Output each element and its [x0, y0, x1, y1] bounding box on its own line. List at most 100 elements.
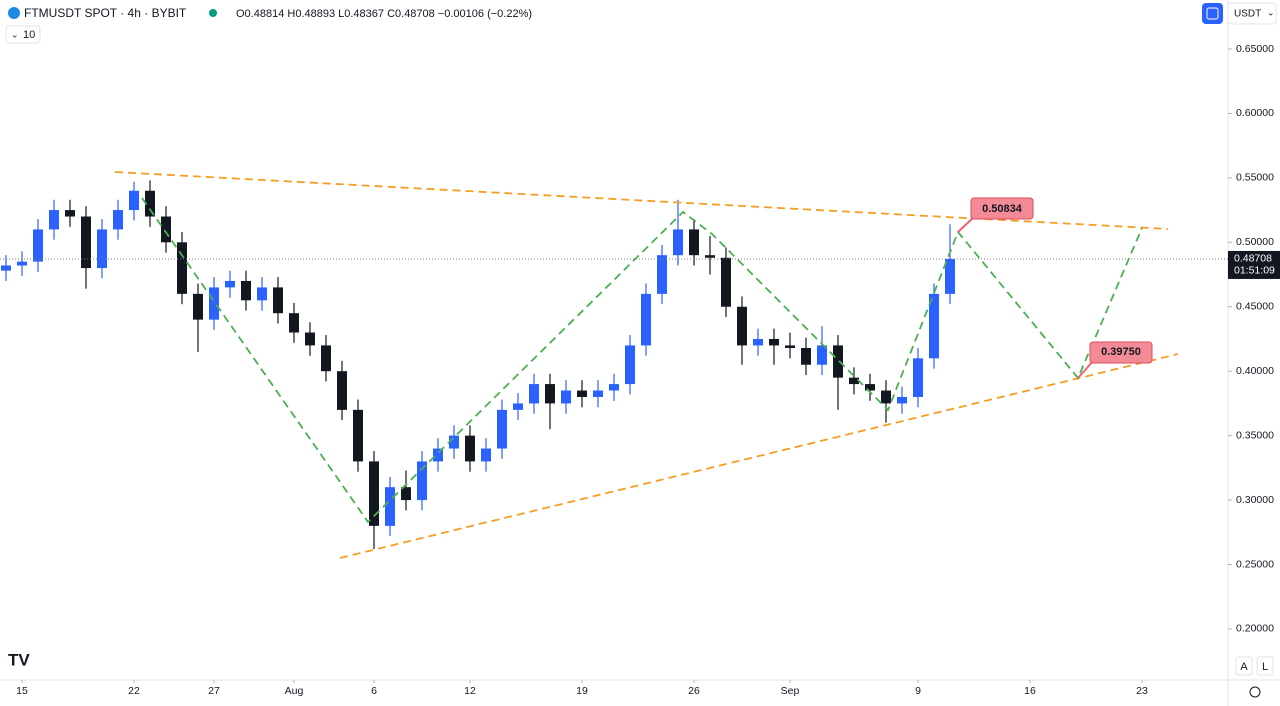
candle-body — [65, 210, 75, 217]
x-tick-label: 15 — [16, 685, 28, 697]
ohlc: O0.48814 H0.48893 L0.48367 C0.48708 −0.0… — [236, 8, 532, 20]
layout-icon — [1206, 7, 1219, 20]
candle-body — [449, 435, 459, 449]
x-tick-label: 27 — [208, 685, 220, 697]
chevron: ⌄ — [11, 29, 19, 39]
symbol[interactable]: FTMUSDT SPOT · 4h · BYBIT — [24, 6, 187, 20]
x-tick-label: 23 — [1136, 685, 1148, 697]
candle-body — [337, 371, 347, 410]
layout-button[interactable] — [1202, 3, 1223, 24]
candle-body — [801, 347, 811, 365]
candle-body — [177, 242, 187, 294]
x-tick-label: 16 — [1024, 685, 1036, 697]
candle-body — [641, 293, 651, 346]
x-tick-label: 6 — [371, 685, 377, 697]
candle-body — [609, 384, 619, 391]
x-tick-label: 22 — [128, 685, 140, 697]
indicator-toggle[interactable] — [5, 25, 41, 44]
y-tick-label: 0.55000 — [1236, 172, 1274, 184]
callout-label: 0.50834 — [982, 203, 1023, 215]
candle-body — [849, 377, 859, 385]
candle-body — [561, 390, 571, 404]
candle-body — [705, 255, 715, 258]
candle-body — [913, 358, 923, 397]
candle-body — [945, 258, 955, 294]
drawings — [114, 171, 1179, 559]
y-tick-label: 0.20000 — [1236, 623, 1274, 635]
candle-body — [833, 345, 843, 378]
log-scale-label: L — [1262, 661, 1268, 673]
x-tick-label: 12 — [464, 685, 476, 697]
candle-body — [33, 229, 43, 262]
x-tick-label: Sep — [781, 685, 800, 697]
currency: USDT — [1234, 9, 1261, 20]
candle-body — [753, 338, 763, 346]
candle-body — [481, 448, 491, 462]
y-tick-label: 0.50000 — [1236, 236, 1274, 248]
log-scale-button[interactable] — [1256, 656, 1274, 676]
candle-body — [145, 190, 155, 217]
candle-body — [305, 332, 315, 346]
candle-body — [737, 306, 747, 346]
candle-body — [465, 435, 475, 462]
y-tick-label: 0.45000 — [1236, 301, 1274, 313]
y-tick-label: 0.40000 — [1236, 365, 1274, 377]
candle-body — [433, 448, 443, 462]
candle-body — [545, 384, 555, 404]
candle-body — [0, 265, 11, 271]
candle-body — [209, 287, 219, 320]
plot-area — [0, 180, 1228, 550]
countdown-label: 01:51:09 — [1234, 265, 1275, 277]
symbol-icon — [8, 7, 20, 19]
candle-body — [49, 210, 59, 230]
candle-body — [97, 229, 107, 269]
candle-body — [689, 229, 699, 256]
y-tick-label: 0.65000 — [1236, 43, 1274, 55]
indicator-count: 10 — [23, 29, 35, 41]
candle-body — [657, 255, 667, 294]
candle-body — [401, 487, 411, 501]
auto-scale-button[interactable] — [1235, 656, 1253, 676]
candle-body — [529, 384, 539, 404]
settings-icon[interactable] — [1249, 686, 1261, 698]
candle-body — [769, 338, 779, 346]
candle-body — [865, 384, 875, 391]
chevron: ⌄ — [1267, 7, 1275, 17]
candle-body — [193, 293, 203, 320]
status-dot — [209, 9, 217, 17]
zigzag-projection — [141, 197, 1143, 524]
x-tick-label: Aug — [285, 685, 304, 697]
y-tick-label: 0.60000 — [1236, 107, 1274, 119]
x-tick-label: 26 — [688, 685, 700, 697]
candle-body — [721, 257, 731, 307]
x-tick-label: 9 — [915, 685, 921, 697]
candle-body — [881, 390, 891, 404]
candle-body — [497, 409, 507, 449]
callout-label: 0.39750 — [1101, 346, 1141, 358]
candle-body — [593, 390, 603, 397]
y-tick-label: 0.25000 — [1236, 558, 1274, 570]
candle-body — [129, 190, 139, 211]
y-tick-label: 0.35000 — [1236, 429, 1274, 441]
x-tick-label: 19 — [576, 685, 588, 697]
candle-body — [17, 261, 27, 266]
candle-body — [785, 345, 795, 348]
y-tick-label: 0.30000 — [1236, 494, 1274, 506]
candle-body — [577, 390, 587, 397]
candle-body — [241, 280, 251, 301]
candle-body — [81, 216, 91, 269]
candle-body — [321, 345, 331, 372]
candle-body — [369, 461, 379, 526]
candle-body — [929, 293, 939, 359]
candle-body — [513, 403, 523, 410]
candle-body — [353, 409, 363, 462]
candle-body — [385, 487, 395, 526]
logo: TV — [8, 650, 30, 669]
currency-button[interactable] — [1227, 2, 1277, 25]
candle-body — [625, 345, 635, 385]
last-price-box — [1228, 250, 1280, 279]
candle-body — [417, 461, 427, 501]
candle-body — [289, 313, 299, 333]
